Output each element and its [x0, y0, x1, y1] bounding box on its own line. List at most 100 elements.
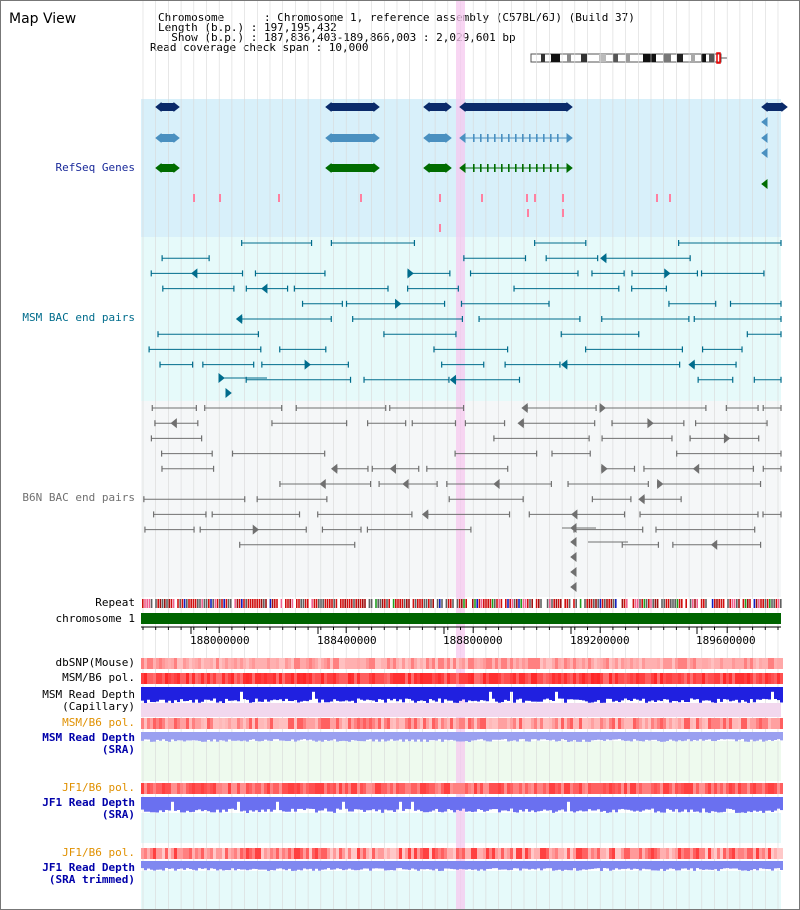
- b6n-bac-pairs[interactable]: [143, 402, 782, 593]
- jf1-depth-trim-bar: [237, 861, 240, 869]
- jf1-depth-trim-bar: [363, 861, 366, 869]
- repeat-element: [518, 599, 520, 608]
- jf1-depth-trim-bar: [558, 861, 561, 870]
- jf1-pol-trim-cell: [534, 848, 537, 859]
- msm-depth-sra-bar: [351, 732, 354, 741]
- polymorphism-tracks[interactable]: [141, 658, 783, 859]
- repeat-element: [445, 599, 448, 608]
- jf1-pol-cell: [192, 783, 195, 794]
- jf1-depth-sra-bar: [435, 797, 438, 809]
- msm-depth-cap-bar: [312, 687, 315, 692]
- dbsnp-cell: [240, 658, 243, 669]
- jf1-depth-trim-bar: [537, 861, 540, 869]
- jf1-depth-trim-bar: [516, 861, 519, 869]
- jf1-depth-sra-bar: [165, 797, 168, 810]
- refseq-track-label[interactable]: RefSeq Genes: [55, 161, 135, 174]
- jf1-pol-cell: [681, 783, 684, 794]
- bac-end-arrow: [319, 478, 326, 490]
- refseq-genes[interactable]: [155, 101, 788, 232]
- jf1-pol-trim-cell: [630, 848, 633, 859]
- msm-pol-cell: [471, 673, 474, 684]
- msm-bac-pairs[interactable]: [148, 240, 782, 399]
- msm-pol-sra-cell: [534, 718, 537, 729]
- msm-pol-sra-cell: [210, 718, 213, 729]
- msm-depth-cap-bar: [639, 687, 642, 701]
- jf1-pol-trim-cell: [588, 848, 591, 859]
- msm-pol-cell: [750, 673, 753, 684]
- jf1-pol-cell: [573, 783, 576, 794]
- msm-pol-sra-cell: [540, 718, 543, 729]
- repeat-track[interactable]: [141, 599, 782, 608]
- msm-depth-cap-bar: [330, 687, 333, 702]
- jf1-pol-cell: [747, 783, 750, 794]
- read-depth-tracks[interactable]: [141, 687, 783, 871]
- selection-highlight[interactable]: [456, 1, 465, 910]
- msm-pol-cell: [384, 673, 387, 684]
- jf1-pol-cell: [177, 783, 180, 794]
- msm-depth-sra-bar: [396, 732, 399, 741]
- msm-depth-sra-bar: [336, 732, 339, 742]
- dbsnp-cell: [477, 658, 480, 669]
- dbsnp-cell: [147, 658, 150, 669]
- jf1-depth-trim-bar: [378, 861, 381, 869]
- gene-strand-arrow: [761, 178, 768, 190]
- dbsnp-cell: [363, 658, 366, 669]
- msm-pol-cell: [459, 673, 462, 684]
- repeat-element: [458, 599, 461, 608]
- msm-read-depth-sra-label[interactable]: MSM Read Depth: [42, 731, 135, 744]
- msm-depth-sra-bar: [720, 732, 723, 740]
- dbsnp-cell: [534, 658, 537, 669]
- repeat-element: [168, 599, 170, 608]
- jf1-depth-trim-bar: [507, 861, 510, 871]
- jf1-b6-pol-trim-label[interactable]: JF1/B6 pol.: [62, 846, 135, 859]
- jf1-depth-sra-bar: [645, 797, 648, 810]
- msm-pol-cell: [417, 673, 420, 684]
- msm-pol-cell: [270, 673, 273, 684]
- jf1-depth-trim-bar: [642, 861, 645, 869]
- repeat-element: [718, 599, 720, 608]
- jf1-depth-sra-bar: [315, 797, 318, 813]
- jf1-depth-trim-bar: [612, 861, 615, 870]
- jf1-read-depth-trim-label[interactable]: JF1 Read Depth: [42, 861, 135, 874]
- jf1-pol-cell: [609, 783, 612, 794]
- msm-depth-cap-bar: [747, 687, 750, 703]
- msm-depth-cap-bar: [525, 687, 528, 701]
- dbsnp-cell: [459, 658, 462, 669]
- msm-depth-sra-bar: [489, 732, 492, 742]
- msm-bac-track-label[interactable]: MSM BAC end pairs: [22, 311, 135, 324]
- jf1-b6-pol-label[interactable]: JF1/B6 pol.: [62, 781, 135, 794]
- jf1-pol-trim-cell: [264, 848, 267, 859]
- dbsnp-cell: [717, 658, 720, 669]
- jf1-depth-sra-bar: [210, 797, 213, 813]
- repeat-element: [379, 599, 382, 608]
- repeat-element: [161, 599, 164, 608]
- dbsnp-track-label[interactable]: dbSNP(Mouse): [55, 656, 135, 669]
- chromosome-ideogram[interactable]: [530, 52, 727, 64]
- msm-depth-sra-bar: [588, 732, 591, 742]
- jf1-depth-sra-bar: [735, 797, 738, 813]
- msm-pol-cell: [468, 673, 471, 684]
- msm-pol-sra-cell: [387, 718, 390, 729]
- jf1-depth-sra-bar: [333, 797, 336, 813]
- repeat-element: [326, 599, 329, 608]
- dbsnp-cell: [189, 658, 192, 669]
- msm-b6-pol-label[interactable]: MSM/B6 pol.: [62, 671, 135, 684]
- jf1-pol-cell: [474, 783, 477, 794]
- jf1-pol-trim-cell: [318, 848, 321, 859]
- msm-b6-pol-sra-label[interactable]: MSM/B6 pol.: [62, 716, 135, 729]
- jf1-depth-trim-bar: [171, 861, 174, 869]
- b6n-bac-track-label[interactable]: B6N BAC end pairs: [22, 491, 135, 504]
- msm-pol-cell: [744, 673, 747, 684]
- msm-depth-sra-bar: [420, 732, 423, 742]
- chromosome-bar[interactable]: [141, 613, 781, 624]
- jf1-pol-cell: [300, 783, 303, 794]
- repeat-element: [186, 599, 188, 608]
- jf1-read-depth-sra-label[interactable]: JF1 Read Depth: [42, 796, 135, 809]
- jf1-pol-cell: [768, 783, 771, 794]
- jf1-pol-cell: [462, 783, 465, 794]
- jf1-depth-sra-bar: [396, 797, 399, 810]
- msm-depth-sra-bar: [456, 732, 459, 742]
- jf1-depth-sra-bar: [399, 797, 402, 802]
- msm-read-depth-cap-label[interactable]: MSM Read Depth: [42, 688, 135, 701]
- jf1-depth-sra-bar: [519, 797, 522, 810]
